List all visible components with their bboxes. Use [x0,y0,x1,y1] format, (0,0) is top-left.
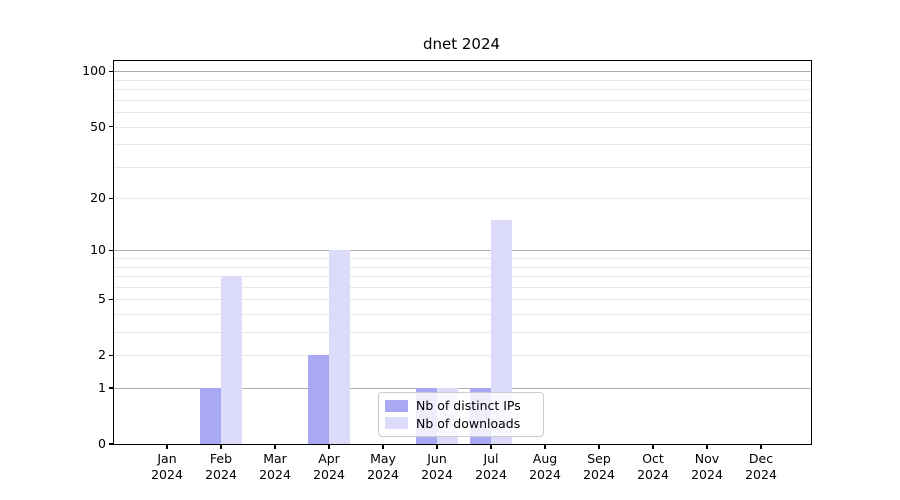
y-tick-mark [108,126,113,128]
legend-label-downloads: Nb of downloads [416,415,521,431]
x-tick-mark [274,445,276,450]
x-tick-mark [490,445,492,450]
gridline-minor [114,276,811,278]
y-tick-label: 20 [90,190,106,206]
gridline-minor [114,286,811,288]
x-tick-mark [652,445,654,450]
x-tick-mark [436,445,438,450]
gridline-minor [114,266,811,268]
legend-item-distinct-ips: Nb of distinct IPs [385,397,535,414]
gridline-minor [114,126,811,128]
x-tick-mark [598,445,600,450]
legend: Nb of distinct IPs Nb of downloads [378,392,544,437]
y-tick-mark [108,298,113,300]
x-tick-label: Jun 2024 [421,451,453,482]
gridline-minor [114,198,811,200]
bar-distinct-ips-apr [308,355,329,444]
x-tick-label: Dec 2024 [745,451,777,482]
bar-distinct-ips-feb [200,388,221,444]
x-tick-label: Aug 2024 [529,451,561,482]
y-tick-label: 5 [98,291,106,307]
gridline-minor [114,144,811,146]
gridline-minor [114,314,811,316]
y-tick-label: 1 [98,380,106,396]
x-tick-label: Jul 2024 [475,451,507,482]
gridline-minor [114,112,811,114]
gridline-minor [114,299,811,301]
bar-downloads-apr [329,250,350,444]
bar-downloads-jul [491,220,512,444]
y-tick-mark [108,70,113,73]
plot-area: Dec 2024 Nov 2024 Oct 2024 Sep 2024 Aug 2024… [82,60,812,482]
y-tick-label: 10 [90,242,106,258]
y-tick-mark [108,387,113,389]
gridline-minor [114,258,811,260]
gridline-major [114,250,811,252]
gridline-minor [114,99,811,101]
chart-title: dnet 2024 [422,35,501,53]
bar-downloads-feb [221,276,242,444]
y-tick-mark [108,443,113,445]
x-tick-label: Apr 2024 [313,451,345,482]
y-tick-mark [108,249,113,252]
x-tick-label: Sep 2024 [583,451,615,482]
x-tick-label: Oct 2024 [637,451,669,482]
x-tick-mark [706,445,708,450]
x-tick-mark [328,445,330,450]
y-tick-label: 100 [82,63,106,79]
gridline-minor [114,166,811,168]
y-tick-mark [108,354,113,356]
x-tick-label: Nov 2024 [691,451,723,482]
gridline-major [114,388,811,390]
legend-item-downloads: Nb of downloads [385,415,535,432]
gridline-minor [114,89,811,91]
x-tick-mark [544,445,546,450]
y-tick-label: 0 [98,436,106,451]
x-tick-mark [166,445,168,450]
gridline-minor [114,355,811,357]
x-tick-mark [382,445,384,450]
x-tick-label: Mar 2024 [259,451,291,482]
legend-label-distinct-ips: Nb of distinct IPs [416,398,521,414]
legend-swatch-distinct-ips [385,399,408,412]
x-tick-label: Feb 2024 [205,451,237,482]
legend-swatch-downloads [385,417,408,430]
gridline-major [114,71,811,73]
x-tick-label: Jan 2024 [151,451,183,482]
gridline-minor [114,332,811,334]
x-tick-mark [220,445,222,450]
y-tick-label: 50 [90,118,106,134]
x-tick-label: May 2024 [367,451,399,482]
y-tick-mark [108,197,113,199]
y-tick-label: 2 [98,347,106,363]
gridline-minor [114,79,811,81]
x-tick-mark [760,445,762,450]
